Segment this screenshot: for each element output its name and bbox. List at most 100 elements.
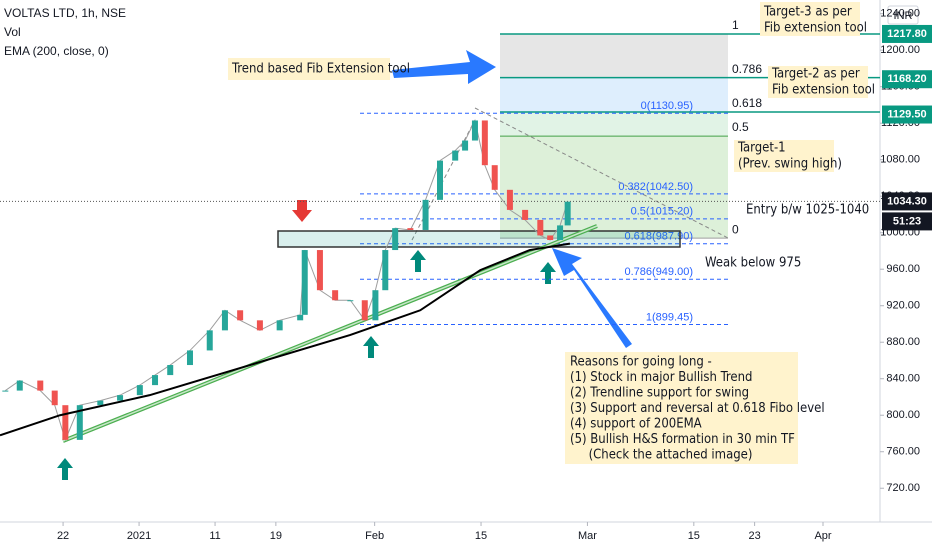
- candle: [332, 290, 339, 301]
- y-tick-label: 800.00: [886, 409, 920, 421]
- candle: [301, 250, 308, 315]
- vol-label: Vol: [4, 25, 21, 39]
- y-tick-label: 840.00: [886, 373, 920, 385]
- candle: [276, 320, 283, 331]
- candle: [361, 300, 368, 321]
- x-tick-label: 22: [57, 530, 69, 542]
- support-zone: [277, 230, 681, 248]
- down-arrow: [292, 200, 312, 222]
- candle: [407, 228, 414, 230]
- reason-line: (1) Stock in major Bullish Trend: [570, 370, 752, 385]
- y-tick-label: 1240.00: [880, 8, 920, 20]
- candle: [347, 300, 354, 302]
- note: Entry b/w 1025-1040: [746, 203, 869, 218]
- x-tick-label: 15: [475, 530, 487, 542]
- candle: [237, 310, 244, 321]
- x-tick-label: 23: [748, 530, 760, 542]
- note-box: [565, 352, 798, 464]
- price-badge-label: 1217.80: [887, 28, 927, 40]
- note: Fib extension tool: [772, 83, 875, 98]
- candle: [16, 380, 23, 391]
- y-tick-label: 960.00: [886, 263, 920, 275]
- candle: [462, 140, 469, 151]
- reason-line: (2) Trendline support for swing: [570, 386, 749, 401]
- candle: [297, 314, 304, 321]
- price-badge: [882, 70, 932, 89]
- candle: [372, 290, 379, 321]
- candle: [481, 120, 488, 166]
- fib-retracement-label: 0.5(1015.20): [631, 206, 693, 218]
- note-box: [228, 58, 390, 80]
- note: Trend based Fib Extension tool: [231, 62, 410, 77]
- candle: [152, 375, 159, 386]
- candle: [37, 380, 44, 391]
- candle: [491, 165, 498, 190]
- x-tick-label: Mar: [578, 530, 597, 542]
- price-badge: [882, 24, 932, 43]
- fib-zone: [500, 33, 728, 78]
- currency: INR: [894, 10, 913, 22]
- price-badge: [882, 105, 932, 124]
- candle: [392, 228, 399, 251]
- ema-line: [0, 242, 571, 437]
- note-box: [734, 140, 834, 172]
- note: (Prev. swing high): [738, 157, 842, 172]
- y-tick-label: 720.00: [886, 482, 920, 494]
- fib-diagonal: [411, 119, 476, 241]
- x-tick-label: 19: [270, 530, 282, 542]
- note: Fib extension tool: [764, 21, 867, 36]
- candle: [136, 385, 143, 396]
- up-arrow: [540, 262, 556, 284]
- candle: [382, 250, 389, 291]
- note-box: [768, 66, 868, 98]
- fib-level-label: 0.786: [732, 62, 762, 76]
- candle: [256, 320, 263, 331]
- candle: [557, 225, 564, 241]
- fib-retracement-label: 0.382(1042.50): [618, 181, 693, 193]
- y-tick-label: 880.00: [886, 336, 920, 348]
- reason-line: (4) support of 200EMA: [570, 417, 702, 432]
- reason-line: Reasons for going long -: [570, 355, 712, 370]
- candle: [51, 390, 58, 406]
- reason-line: (5) Bullish H&S formation in 30 min TF: [570, 432, 795, 447]
- up-arrow: [57, 458, 73, 480]
- fib-zone: [500, 136, 728, 239]
- note: Weak below 975: [705, 256, 801, 271]
- note-box: [760, 2, 860, 36]
- fib-retracement-label: 1(899.45): [646, 311, 693, 323]
- ema-label: EMA (200, close, 0): [4, 44, 109, 58]
- fib-retracement-label: 0.786(949.00): [625, 266, 694, 278]
- candle: [452, 150, 459, 161]
- candle: [506, 189, 513, 210]
- candle: [547, 235, 554, 241]
- y-tick-label: 1200.00: [880, 44, 920, 56]
- fib-level-label: 0.5: [732, 120, 749, 134]
- candle: [422, 199, 429, 230]
- countdown-badge: [882, 212, 932, 231]
- candle: [537, 219, 544, 236]
- symbol: VOLTAS LTD, 1h, NSE: [4, 6, 126, 20]
- fib-zone: [500, 111, 728, 137]
- fib-level-label: 0.618: [732, 96, 762, 110]
- candle: [206, 330, 213, 351]
- candle: [97, 400, 104, 406]
- candle: [76, 405, 83, 440]
- price-badge-label: 1034.30: [887, 195, 927, 207]
- price-badge-label: 1129.50: [887, 108, 926, 120]
- note: Target-3 as per: [763, 5, 852, 20]
- candle: [62, 405, 69, 440]
- countdown: 51:23: [893, 215, 921, 227]
- candle: [471, 120, 478, 141]
- x-tick-label: 15: [688, 530, 700, 542]
- x-tick-label: 11: [209, 530, 220, 542]
- note: Target-1: [737, 141, 786, 156]
- fib-zone: [500, 77, 728, 112]
- blue-arrow: [552, 248, 632, 348]
- fib-retracement-label: 0.618(987.90): [625, 231, 694, 243]
- fib-level-label: 1: [732, 18, 739, 32]
- x-tick-label: Feb: [365, 530, 384, 542]
- price-badge: [882, 192, 932, 211]
- fib-retracement-label: 0(1130.95): [641, 100, 693, 112]
- up-arrow: [363, 336, 379, 358]
- candle: [186, 350, 193, 366]
